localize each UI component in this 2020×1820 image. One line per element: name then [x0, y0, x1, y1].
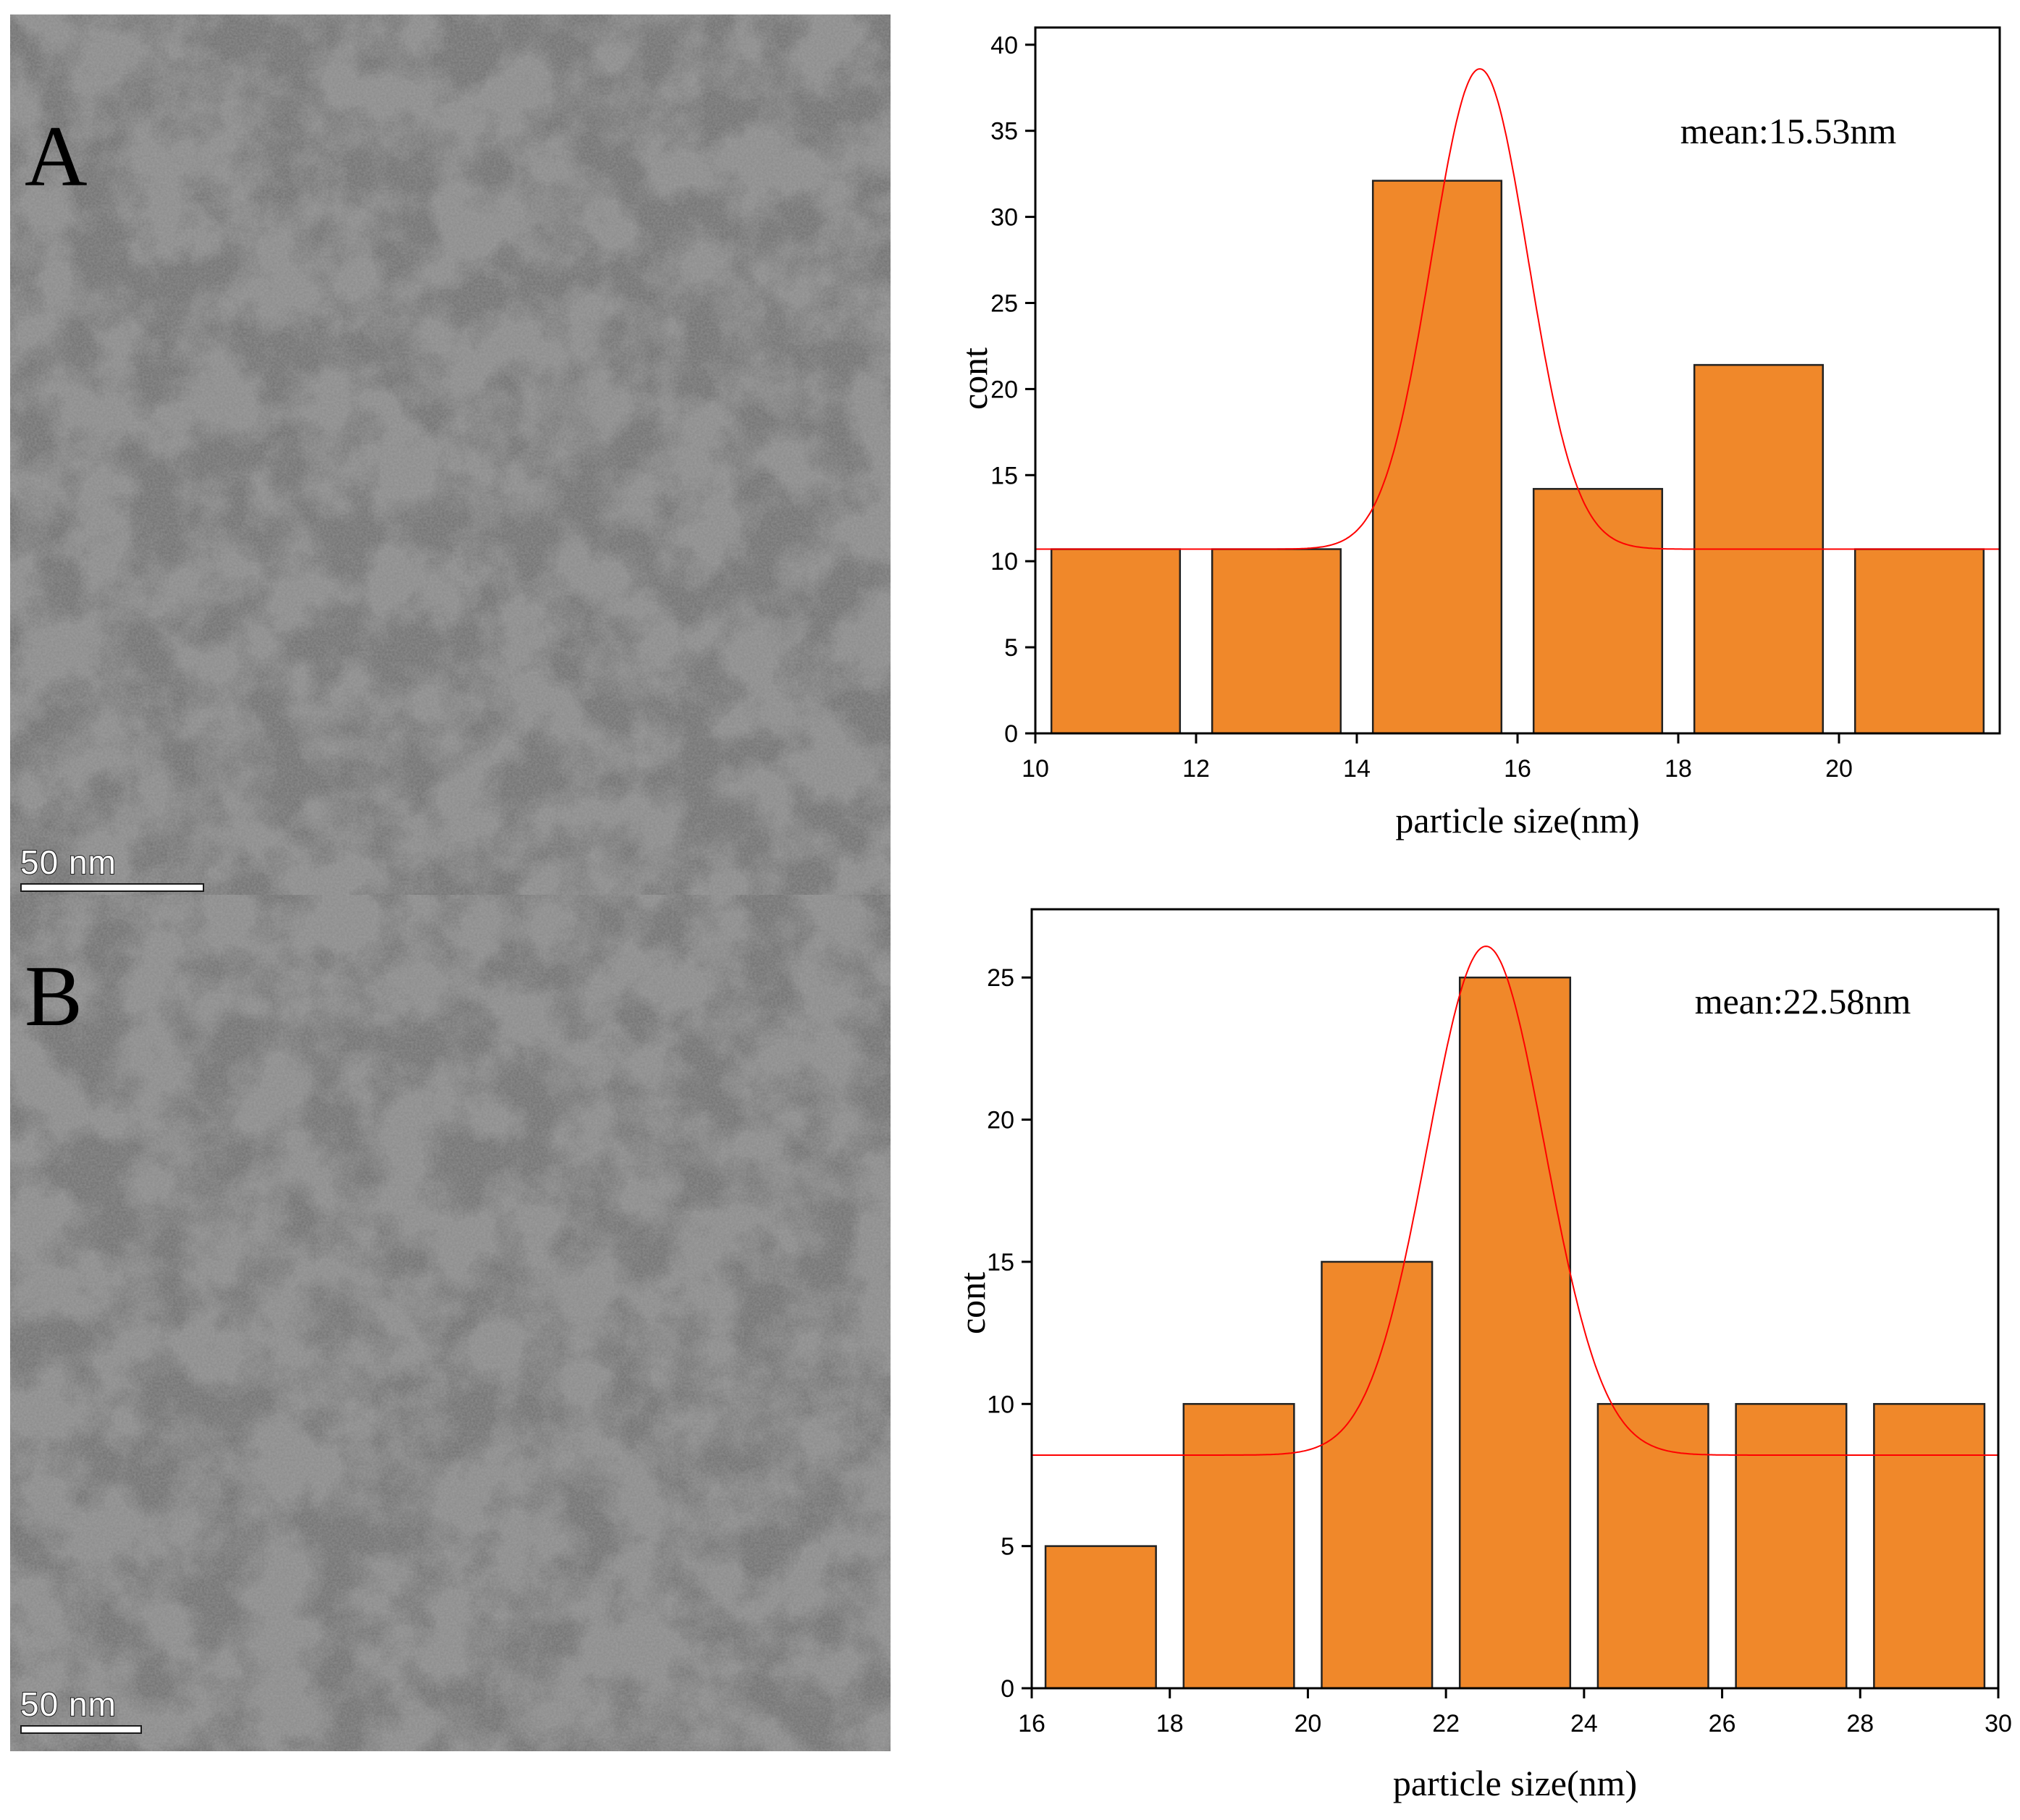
histogram-b-xtick-label-5: 26	[1709, 1710, 1736, 1737]
tem-texture-a	[10, 14, 891, 895]
scale-bar-b: 50 nm	[20, 1685, 142, 1734]
histogram-b-xtick-label-7: 30	[1985, 1710, 2012, 1737]
histogram-a-ytick-label-0: 0	[1004, 720, 1018, 748]
histogram-a-ytick-label-6: 30	[990, 204, 1018, 232]
histogram-b-ytick-label-1: 5	[1001, 1533, 1014, 1561]
histogram-b-svg: 16 18 20 22 24 26 28 30 0 5 10 15 20 25 particle size(…	[952, 908, 2012, 1803]
histogram-b-xtick-label-6: 28	[1846, 1710, 1874, 1737]
histogram-b-xtick-label-0: 16	[1018, 1710, 1045, 1737]
histogram-b-xtick-label-1: 18	[1156, 1710, 1184, 1737]
histogram-a-ytick-label-4: 20	[990, 376, 1018, 403]
histogram-b-bar-5	[1735, 1403, 1848, 1690]
histogram-b-bar-0	[1044, 1545, 1157, 1690]
histogram-b-bar-6	[1873, 1403, 1986, 1690]
histogram-a-bar-0	[1050, 548, 1182, 735]
histogram-b-frame	[1030, 908, 2000, 1690]
histogram-b-bar-3	[1458, 976, 1572, 1690]
scale-bar-line-b	[20, 1725, 142, 1734]
panel-letter-a: A	[25, 108, 88, 204]
histogram-b-xtick-label-2: 20	[1295, 1710, 1322, 1737]
histogram-a-xlabel: particle size(nm)	[1395, 800, 1639, 841]
histogram-a-xtick-label-3: 16	[1504, 755, 1531, 783]
histogram-b-ytick-label-3: 15	[987, 1249, 1014, 1276]
histogram-a-ytick-label-5: 25	[990, 290, 1018, 317]
histogram-a: 10 12 14 16 18 20 0 5 10 15 20 25 30 35 40 particle siz…	[941, 0, 2020, 869]
histogram-a-bar-5	[1853, 548, 1985, 735]
histogram-a-xtick-label-4: 18	[1665, 755, 1692, 783]
histogram-b-bar-2	[1321, 1260, 1434, 1690]
histogram-a-ytick-label-7: 35	[990, 118, 1018, 146]
histogram-a-ytick-label-1: 5	[1004, 634, 1018, 662]
scale-bar-label-a: 50 nm	[20, 843, 117, 881]
histogram-a-xtick-label-1: 12	[1182, 755, 1210, 783]
histogram-b-ytick-label-2: 10	[987, 1391, 1014, 1418]
histogram-a-xtick-label-0: 10	[1022, 755, 1049, 783]
histogram-b-xlabel: particle size(nm)	[1393, 1763, 1637, 1803]
scale-bar-a: 50 nm	[20, 843, 204, 892]
histogram-b-xtick-label-4: 24	[1570, 1710, 1598, 1737]
histogram-b-bar-1	[1182, 1403, 1295, 1690]
histogram-a-ytick-label-2: 10	[990, 548, 1018, 576]
histogram-b-bar-4	[1596, 1403, 1709, 1690]
scale-bar-line-a	[20, 883, 204, 892]
histogram-b-ytick-label-4: 20	[987, 1107, 1014, 1134]
histogram-b-xtick-label-3: 22	[1432, 1710, 1460, 1737]
histogram-b-ylabel: cont	[952, 1272, 993, 1334]
tem-texture-b	[10, 895, 891, 1751]
histogram-a-xtick-label-2: 14	[1343, 755, 1371, 783]
histogram-b: 16 18 20 22 24 26 28 30 0 5 10 15 20 25 particle size(…	[941, 883, 2020, 1820]
histogram-a-mean-annotation: mean:15.53nm	[1680, 111, 1897, 151]
histogram-b-ytick-label-5: 25	[987, 964, 1014, 992]
histogram-a-ylabel: cont	[954, 347, 995, 410]
histogram-a-ytick-label-8: 40	[990, 32, 1018, 59]
panel-letter-b: B	[25, 948, 83, 1044]
histogram-a-xtick-label-5: 20	[1825, 755, 1853, 783]
histogram-a-ytick-label-3: 15	[990, 462, 1018, 489]
histogram-a-bar-2	[1371, 180, 1503, 735]
histogram-a-svg: 10 12 14 16 18 20 0 5 10 15 20 25 30 35 40 particle siz…	[954, 26, 2001, 841]
scale-bar-label-b: 50 nm	[20, 1685, 117, 1723]
tem-micrograph-a: A 50 nm	[10, 14, 891, 895]
tem-micrograph-b: B 50 nm	[10, 895, 891, 1751]
histogram-b-ytick-label-0: 0	[1001, 1675, 1014, 1703]
histogram-b-mean-annotation: mean:22.58nm	[1695, 981, 1911, 1021]
histogram-a-fit-curve	[1035, 68, 2000, 550]
histogram-b-fit-curve	[1032, 945, 1998, 1456]
histogram-a-bar-1	[1211, 548, 1342, 735]
histogram-a-bar-3	[1532, 488, 1664, 735]
